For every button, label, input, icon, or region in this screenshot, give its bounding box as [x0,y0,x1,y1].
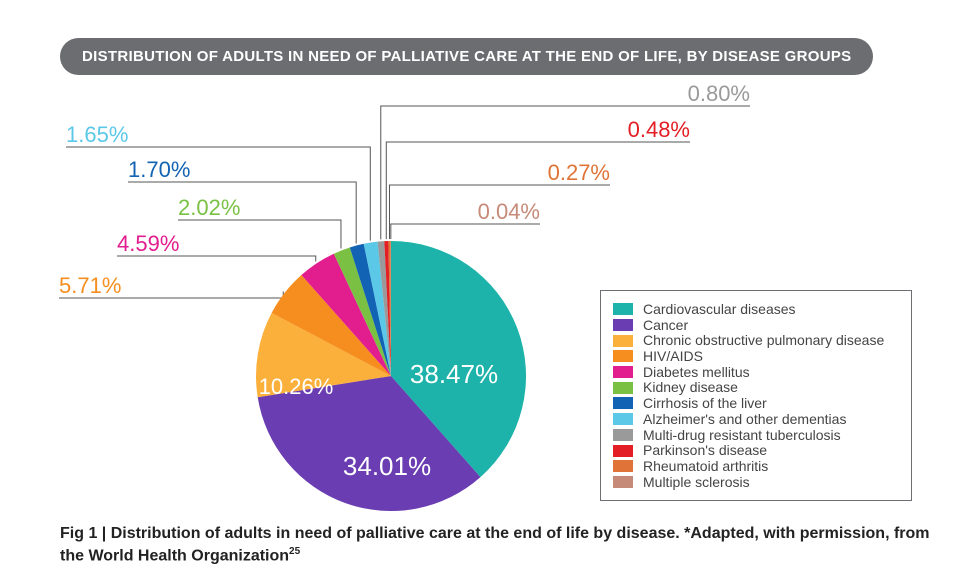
legend-swatch [613,445,633,457]
callout-leader [280,182,356,243]
caption-prefix: Fig 1 | [60,525,111,542]
legend-row: Chronic obstructive pulmonary disease [613,333,899,348]
callout-leader [266,147,370,241]
legend-row: Alzheimer's and other dementias [613,412,899,427]
legend-row: Parkinson's disease [613,443,899,458]
legend-label: Cancer [643,318,899,333]
legend-row: Cirrhosis of the liver [613,396,899,411]
legend-swatch [613,476,633,488]
legend-label: Multi-drug resistant tuberculosis [643,428,899,443]
legend-swatch [613,413,633,425]
callout-leader [170,291,283,298]
legend-label: Kidney disease [643,380,899,395]
legend-swatch [613,319,633,331]
legend-swatch [613,350,633,362]
slice-inside-label: 34.01% [343,451,431,481]
legend-row: Rheumatoid arthritis [613,459,899,474]
callout-label: 5.71% [59,273,121,298]
legend-row: Multi-drug resistant tuberculosis [613,428,899,443]
legend-label: Cardiovascular diseases [643,302,899,317]
callout-label: 0.04% [478,199,540,224]
legend-label: Rheumatoid arthritis [643,459,899,474]
legend-label: Alzheimer's and other dementias [643,412,899,427]
callout-label: 2.02% [178,195,240,220]
legend-swatch [613,460,633,472]
callout-leader [389,185,427,239]
callout-leader [288,220,341,248]
caption-superscript: 25 [289,546,300,557]
legend-swatch [613,429,633,441]
legend-label: Parkinson's disease [643,443,899,458]
legend-row: HIV/AIDS [613,349,899,364]
figure-caption: Fig 1 | Distribution of adults in need o… [60,524,930,567]
legend-swatch [613,335,633,347]
figure-container: DISTRIBUTION OF ADULTS IN NEED OF PALLIA… [0,0,979,579]
legend-row: Kidney disease [613,380,899,395]
slice-inside-label: 10.26% [259,374,334,399]
caption-text: Distribution of adults in need of pallia… [60,525,930,564]
legend-label: Chronic obstructive pulmonary disease [643,333,899,348]
callout-leader [381,106,410,239]
callout-label: 0.27% [548,160,610,185]
legend-swatch [613,366,633,378]
legend-row: Multiple sclerosis [613,475,899,490]
legend-label: HIV/AIDS [643,349,899,364]
callout-label: 0.48% [628,117,690,142]
legend-label: Multiple sclerosis [643,475,899,490]
legend-label: Diabetes mellitus [643,365,899,380]
legend-swatch [613,397,633,409]
legend-row: Cardiovascular diseases [613,302,899,317]
callout-label: 1.70% [128,157,190,182]
callout-label: 4.59% [117,231,179,256]
legend-swatch [613,303,633,315]
legend-row: Diabetes mellitus [613,365,899,380]
slice-inside-label: 38.47% [410,359,498,389]
callout-label: 1.65% [66,122,128,147]
callout-leader [228,256,316,262]
legend-box: Cardiovascular diseasesCancerChronic obs… [600,290,912,501]
legend-label: Cirrhosis of the liver [643,396,899,411]
callout-leader [391,224,432,239]
callout-label: 0.80% [688,81,750,106]
legend-row: Cancer [613,318,899,333]
legend-swatch [613,382,633,394]
